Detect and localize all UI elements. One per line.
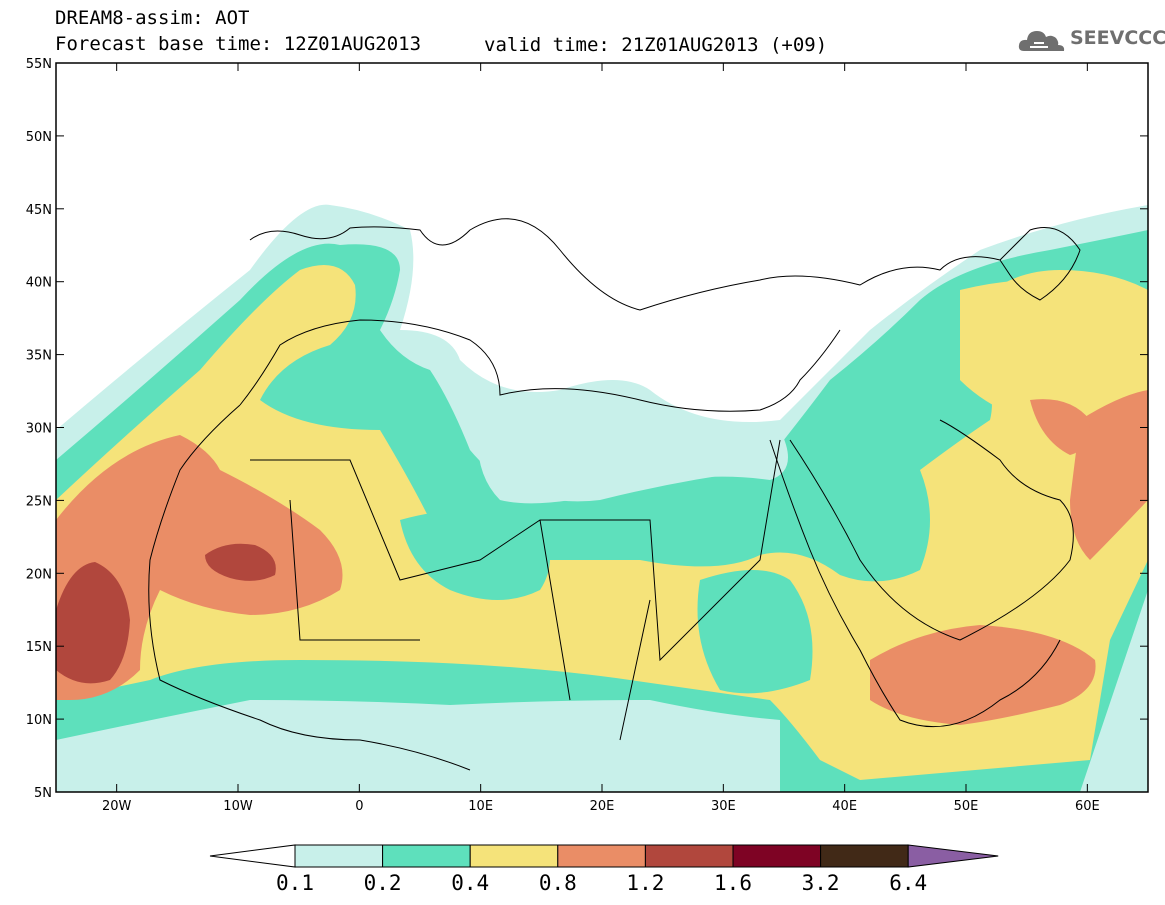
lat-label: 5N bbox=[34, 786, 52, 801]
contour-1.2-atlantic bbox=[56, 562, 130, 684]
colorbar-label: 0.4 bbox=[451, 871, 490, 895]
contour-0.1-south bbox=[56, 700, 780, 792]
lat-label: 30N bbox=[26, 422, 52, 437]
lat-label: 55N bbox=[26, 57, 52, 72]
chart-title: DREAM8-assim: AOT bbox=[55, 7, 250, 29]
contour-0.4 bbox=[56, 265, 1148, 780]
colorbar-label: 0.8 bbox=[538, 871, 577, 895]
coastline-red-sea bbox=[769, 439, 1061, 728]
lat-label: 50N bbox=[26, 130, 52, 145]
longitude-axis: 20W 10W 0 10E 20E 30E 40E 50E 60E bbox=[102, 63, 1100, 814]
colorbar-swatch bbox=[557, 844, 646, 868]
contour-0.2-sudan bbox=[697, 570, 813, 694]
colorbar-min-triangle bbox=[209, 844, 296, 868]
coastline-north-africa bbox=[239, 319, 841, 412]
latitude-axis: 55N 50N 45N 40N 35N 30N 25N 20N 15N 10N 5N bbox=[26, 57, 1148, 801]
contour-0.2-center bbox=[477, 398, 788, 504]
colorbar-swatch bbox=[644, 844, 734, 868]
colorbar-swatch bbox=[820, 844, 909, 868]
lon-label: 10E bbox=[468, 799, 493, 814]
colorbar-max-triangle bbox=[907, 844, 999, 868]
lat-label: 40N bbox=[26, 276, 52, 291]
logo-text: SEEVCCC bbox=[1070, 27, 1165, 49]
colorbar-label: 0.1 bbox=[276, 871, 314, 895]
contour-0.8-iran bbox=[1030, 399, 1090, 455]
lon-label: 30E bbox=[711, 799, 736, 814]
lat-label: 45N bbox=[26, 203, 52, 218]
contour-0.4-iran bbox=[960, 280, 1148, 430]
lat-label: 20N bbox=[26, 567, 52, 582]
colorbar bbox=[209, 844, 999, 868]
colorbar-label: 3.2 bbox=[801, 871, 840, 895]
lon-label: 10W bbox=[223, 799, 253, 814]
cloud-icon bbox=[1018, 31, 1065, 51]
borders-africa bbox=[250, 439, 781, 741]
seevccc-logo: SEEVCCC bbox=[1018, 25, 1165, 55]
colorbar-swatch bbox=[382, 844, 471, 868]
lon-label: 40E bbox=[832, 799, 857, 814]
colorbar-label: 0.2 bbox=[363, 871, 402, 895]
coastline-arabia bbox=[789, 419, 1074, 641]
forecast-base-time: Forecast base time: 12Z01AUG2013 bbox=[55, 33, 422, 55]
lat-label: 10N bbox=[26, 713, 52, 728]
colorbar-swatch bbox=[732, 844, 822, 868]
coastline-caspian bbox=[999, 227, 1081, 301]
coastlines bbox=[148, 218, 1081, 771]
lon-label: 0 bbox=[355, 799, 363, 814]
lon-label: 20W bbox=[102, 799, 132, 814]
lat-label: 15N bbox=[26, 640, 52, 655]
coastline-west-africa bbox=[148, 404, 471, 771]
lon-label: 20E bbox=[590, 799, 615, 814]
contour-1.2-mauritania bbox=[205, 543, 276, 581]
lat-label: 35N bbox=[26, 349, 52, 364]
colorbar-label: 1.6 bbox=[714, 871, 752, 895]
coastline-europe bbox=[249, 218, 1001, 311]
colorbar-swatch bbox=[294, 844, 384, 868]
contour-0.2-sahara bbox=[400, 510, 550, 600]
colorbar-swatch bbox=[469, 844, 559, 868]
contour-0.8-arabia bbox=[870, 625, 1096, 725]
lon-label: 50E bbox=[954, 799, 979, 814]
aot-contours bbox=[56, 204, 1148, 792]
colorbar-label: 1.2 bbox=[626, 871, 665, 895]
lat-label: 25N bbox=[26, 494, 52, 509]
colorbar-label: 6.4 bbox=[889, 871, 928, 895]
contour-0.8-oman bbox=[1070, 390, 1148, 560]
valid-time: valid time: 21Z01AUG2013 (+09) bbox=[484, 34, 828, 56]
lon-label: 60E bbox=[1075, 799, 1100, 814]
